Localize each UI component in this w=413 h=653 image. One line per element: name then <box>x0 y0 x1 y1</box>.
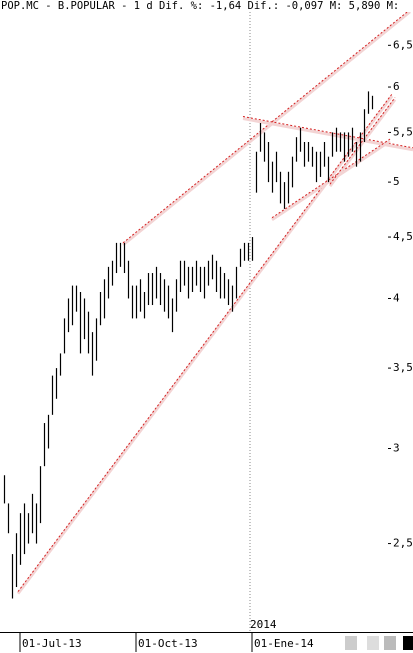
trendline <box>242 116 413 149</box>
y-tick-label: 4,5 <box>393 230 413 243</box>
y-tick-label: 6,5 <box>393 38 413 51</box>
tool-icon[interactable] <box>345 636 357 650</box>
y-tick-label: 3,5 <box>393 361 413 374</box>
x-tick-label: 01-Jul-13 <box>22 637 82 650</box>
y-tick-label: 2,5 <box>393 537 413 550</box>
x-tick-label: 01-Ene-14 <box>254 637 314 650</box>
y-tick-label: 5,5 <box>393 125 413 138</box>
tool-icon[interactable] <box>367 636 379 650</box>
chart-title: POP.MC - B.POPULAR - 1 d Dif. %: -1,64 D… <box>1 0 399 12</box>
y-tick-label: 3 <box>393 441 400 454</box>
trendline-shadow <box>271 139 391 221</box>
trendline <box>122 12 408 244</box>
y-tick-label: 4 <box>393 291 400 304</box>
trendline-shadow <box>328 98 397 188</box>
plot-area <box>3 12 413 632</box>
y-tick-label: 5 <box>393 175 400 188</box>
title-bar <box>0 0 413 12</box>
tool-icon[interactable] <box>403 636 413 650</box>
x-tick-label: 01-Oct-13 <box>138 637 198 650</box>
y-tick-label: 6 <box>393 80 400 93</box>
tool-icon[interactable] <box>384 636 396 650</box>
year-label: 2014 <box>250 618 277 631</box>
trendline-shadow <box>122 12 411 247</box>
